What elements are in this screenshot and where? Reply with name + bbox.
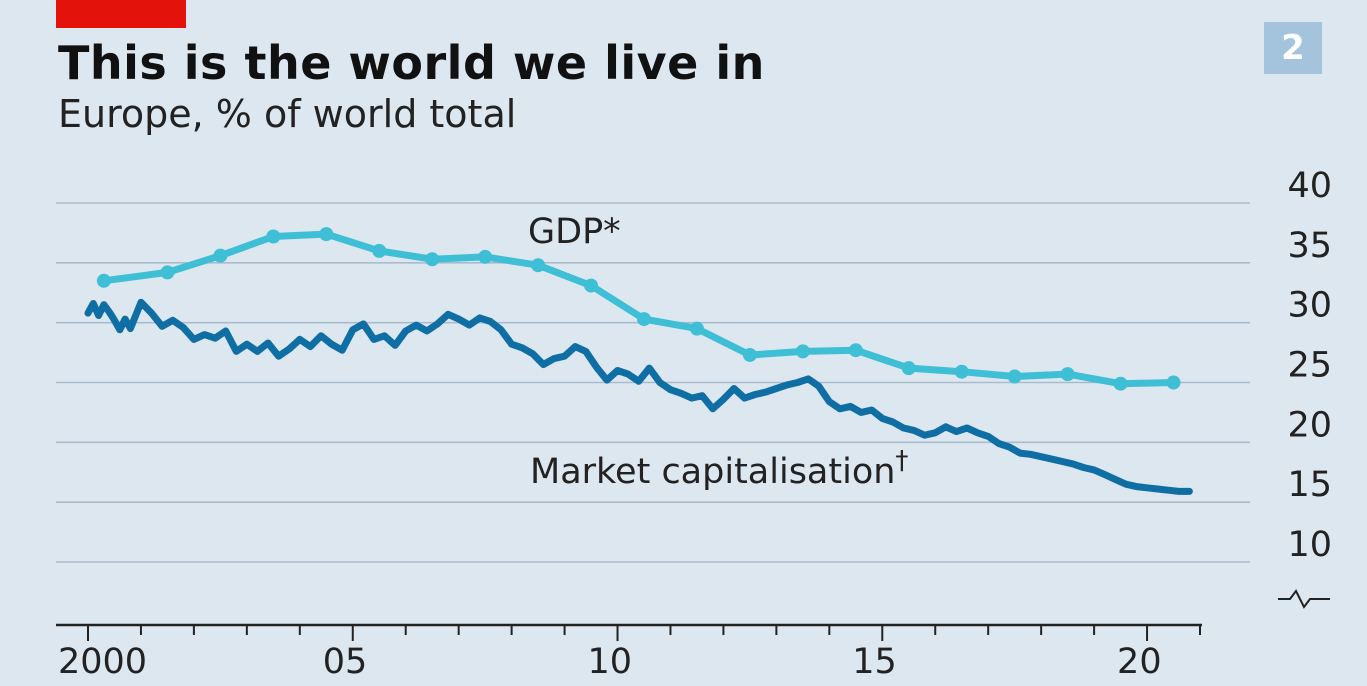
y-tick-label-35: 35 — [1287, 226, 1332, 266]
y-tick-label-15: 15 — [1287, 465, 1332, 505]
gdp-series-label: GDP* — [528, 212, 621, 252]
gdp-point — [1060, 367, 1075, 382]
x-tick-label-05: 05 — [323, 642, 368, 682]
y-tick-label-40: 40 — [1287, 166, 1332, 206]
y-tick-label-20: 20 — [1287, 405, 1332, 445]
gdp-point — [1113, 376, 1128, 391]
gdp-point — [954, 364, 969, 379]
brand-tag — [56, 0, 186, 28]
x-tick-label-20: 20 — [1117, 642, 1162, 682]
axis-break-icon — [1278, 589, 1330, 609]
gdp-point — [319, 227, 334, 242]
gdp-point — [637, 312, 651, 327]
gdp-line — [100, 230, 1177, 388]
gdp-point — [213, 248, 228, 263]
gdp-point — [1166, 375, 1181, 390]
market-cap-label-text: Market capitalisation — [530, 452, 895, 492]
chart-number-badge: 2 — [1264, 22, 1322, 74]
x-axis — [56, 623, 1202, 641]
gdp-point — [848, 343, 863, 358]
gdp-point — [372, 243, 387, 258]
x-axis-tick-labels: 2000 05 10 15 20 — [58, 642, 1162, 682]
chart-title: This is the world we live in — [58, 36, 765, 90]
gdp-point — [266, 229, 281, 244]
y-tick-label-10: 10 — [1287, 525, 1332, 565]
market-cap-series-label: Market capitalisation† — [530, 446, 908, 492]
gdp-point — [901, 361, 916, 376]
x-tick-label-2000: 2000 — [58, 642, 147, 682]
gdp-point — [1007, 369, 1022, 384]
y-tick-label-30: 30 — [1287, 286, 1332, 326]
gdp-point — [478, 249, 493, 264]
y-tick-label-25: 25 — [1287, 346, 1332, 386]
gdp-point — [96, 273, 111, 288]
series-lines — [84, 227, 1193, 495]
gdp-point — [742, 347, 757, 362]
x-tick-label-10: 10 — [588, 642, 633, 682]
market-cap-label-dagger: † — [895, 446, 908, 476]
gdp-point — [160, 265, 175, 280]
gdp-point — [425, 252, 440, 267]
x-tick-label-15: 15 — [852, 642, 897, 682]
series-labels: GDP* Market capitalisation† — [528, 212, 908, 492]
gdp-point — [689, 321, 704, 336]
gdp-point — [584, 278, 599, 293]
market-cap-line — [84, 298, 1193, 495]
chart-subtitle: Europe, % of world total — [58, 92, 517, 136]
gdp-point — [531, 258, 546, 273]
gdp-point — [795, 344, 810, 359]
gridlines — [56, 202, 1250, 563]
y-axis-tick-labels: 40 35 30 25 20 15 10 — [1278, 166, 1332, 609]
